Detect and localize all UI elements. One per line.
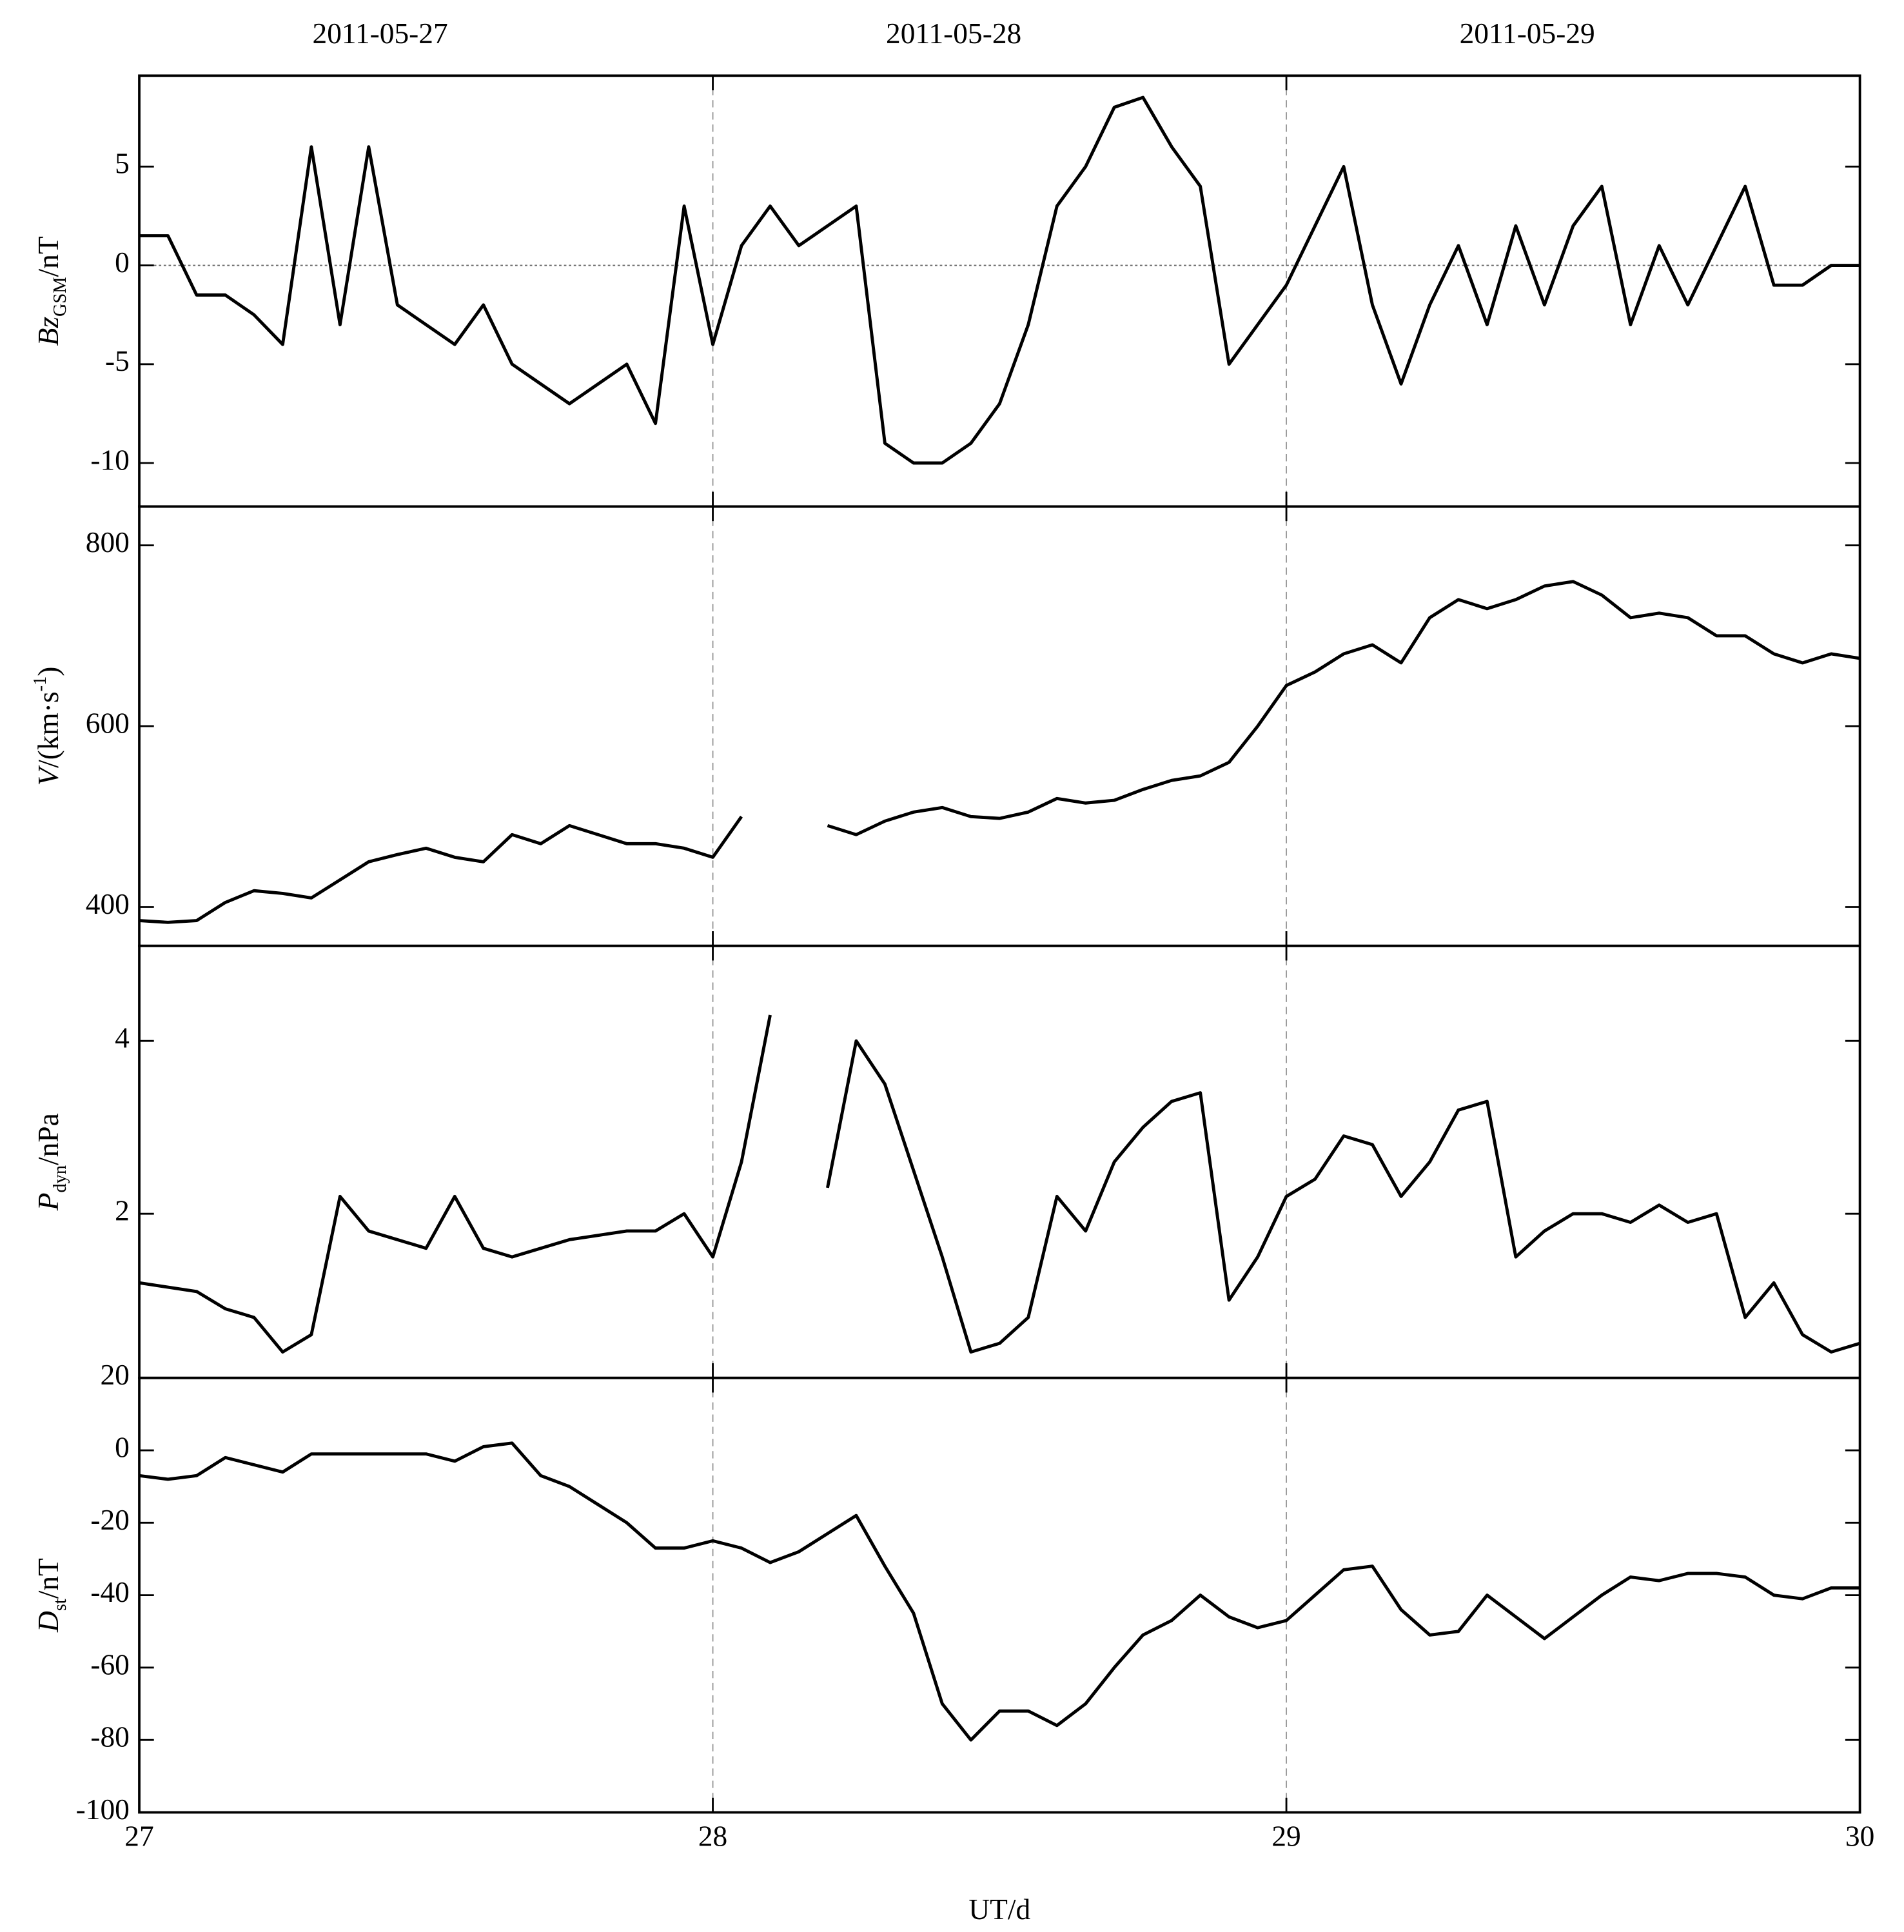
y-axis-label-part: /(km·s: [32, 691, 64, 768]
panel-frame: [138, 74, 1861, 508]
data-line: [139, 1014, 1861, 1354]
y-axis-label-part: -1: [30, 676, 50, 692]
y-axis-label-part: Bz: [32, 317, 64, 346]
y-axis-label-part: ): [32, 667, 64, 676]
date-label: 2011-05-28: [886, 17, 1021, 50]
y-axis-label-part: /nT: [32, 1558, 64, 1599]
y-axis-label-part: st: [50, 1599, 70, 1611]
y-axis-label-part: V: [32, 765, 64, 786]
data-line: [139, 95, 1860, 465]
y-tick-label: -60: [90, 1648, 130, 1681]
y-tick-label: -20: [90, 1504, 130, 1536]
panel-frame: [138, 505, 1861, 947]
y-tick-label: -80: [90, 1721, 130, 1753]
y-axis-label-part: dyn: [50, 1165, 70, 1193]
y-tick-label: -100: [76, 1793, 130, 1826]
y-axis-label: V/(km·s-1): [30, 667, 64, 786]
x-axis-label: UT/d: [968, 1893, 1030, 1926]
y-axis-label-part: P: [32, 1193, 64, 1212]
y-tick-label: -5: [105, 345, 130, 377]
y-tick-label: 800: [86, 526, 130, 558]
x-tick-label: 30: [1845, 1820, 1874, 1853]
y-tick-label: 2: [115, 1195, 130, 1227]
y-axis-label-part: /nPa: [32, 1113, 64, 1165]
y-axis-label: BzGSM/nT: [32, 236, 70, 346]
data-line: [139, 1441, 1860, 1742]
y-tick-label: 20: [100, 1359, 129, 1391]
y-tick-label: 0: [115, 246, 130, 279]
y-tick-label: 5: [115, 148, 130, 180]
y-tick-label: 0: [115, 1431, 130, 1463]
panel-frame: [138, 1376, 1861, 1814]
y-tick-label: 600: [86, 707, 130, 740]
y-axis-label-part: D: [32, 1611, 64, 1633]
y-axis-label-part: GSM: [50, 277, 70, 317]
y-tick-label: -40: [90, 1576, 130, 1608]
x-tick-label: 27: [124, 1820, 153, 1853]
y-axis-label: Pdyn/nPa: [32, 1113, 70, 1211]
y-tick-label: 400: [86, 888, 130, 920]
y-tick-label: -10: [90, 444, 130, 476]
x-tick-label: 28: [698, 1820, 727, 1853]
y-tick-label: 4: [115, 1022, 130, 1054]
date-label: 2011-05-27: [313, 17, 448, 50]
date-label: 2011-05-29: [1460, 17, 1595, 50]
y-axis-label-part: /nT: [32, 236, 64, 277]
x-tick-label: 29: [1271, 1820, 1300, 1853]
panel-frame: [138, 944, 1861, 1379]
y-axis-label: Dst/nT: [32, 1558, 70, 1633]
data-line: [139, 580, 1860, 924]
